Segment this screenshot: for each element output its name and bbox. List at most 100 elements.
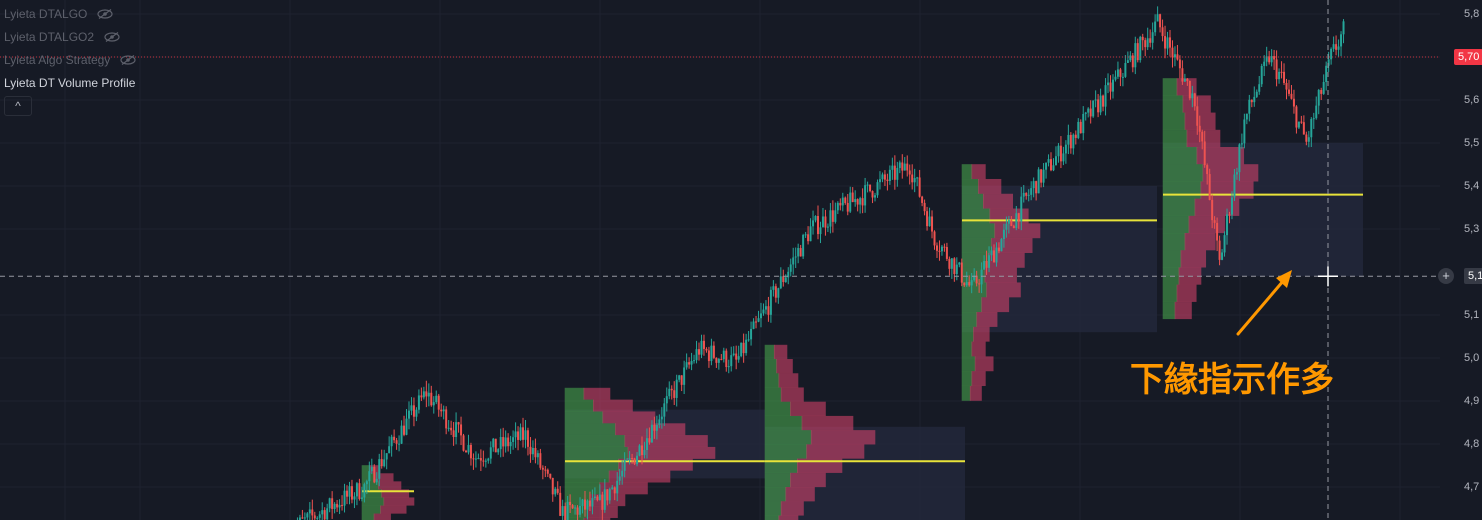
profile-bar-up bbox=[361, 505, 381, 514]
eye-off-icon[interactable] bbox=[104, 31, 120, 42]
profile-bar-up bbox=[564, 446, 629, 459]
candle-body bbox=[522, 427, 525, 440]
candle-body bbox=[948, 258, 951, 269]
candle-body bbox=[460, 424, 463, 436]
candle-body bbox=[598, 494, 601, 501]
candle-body bbox=[893, 165, 896, 180]
candle-body bbox=[799, 248, 802, 257]
candle-body bbox=[859, 198, 862, 205]
profile-bar-up bbox=[564, 399, 594, 412]
candle-body bbox=[581, 499, 584, 507]
candle-body bbox=[1230, 197, 1233, 215]
candle-body bbox=[841, 197, 844, 206]
candle-body bbox=[1022, 192, 1025, 197]
candle-body bbox=[1171, 47, 1174, 58]
candle-body bbox=[1255, 91, 1258, 97]
y-tick-label: 5,5 bbox=[1464, 137, 1480, 149]
candle-body bbox=[440, 409, 443, 412]
candle-body bbox=[328, 498, 331, 509]
candle-body bbox=[1131, 55, 1134, 68]
candle-body bbox=[477, 458, 480, 460]
candle-body bbox=[1114, 76, 1117, 80]
candle-body bbox=[1059, 145, 1062, 162]
candle-body bbox=[353, 496, 356, 500]
candle-body bbox=[534, 447, 537, 458]
candle-body bbox=[1340, 34, 1343, 47]
y-tick-label: 4,9 bbox=[1464, 395, 1480, 407]
candle-body bbox=[851, 192, 854, 203]
candle-body bbox=[1144, 40, 1147, 48]
profile-bar-down bbox=[1184, 233, 1216, 251]
legend-item-volume-profile[interactable]: Lyieta DT Volume Profile bbox=[4, 71, 136, 94]
candle-body bbox=[1260, 65, 1263, 85]
candle-body bbox=[1134, 43, 1137, 68]
candle-body bbox=[997, 247, 1000, 252]
profile-bar-down bbox=[994, 223, 1041, 239]
candle-body bbox=[603, 489, 606, 510]
candle-body bbox=[883, 174, 886, 180]
candle-body bbox=[514, 431, 517, 438]
candle-body bbox=[824, 216, 827, 228]
candle-body bbox=[821, 216, 824, 228]
candle-body bbox=[1317, 90, 1320, 106]
candle-body bbox=[836, 202, 839, 211]
candle-body bbox=[1109, 82, 1112, 92]
plot-area[interactable]: Lyieta DTALGO Lyieta DTALGO2 Lyieta Algo… bbox=[0, 0, 1440, 520]
collapse-legend-button[interactable]: ^ bbox=[4, 96, 32, 116]
profile-bar-up bbox=[564, 423, 616, 436]
candle-body bbox=[923, 202, 926, 212]
candle-body bbox=[316, 517, 319, 519]
profile-bar-down bbox=[383, 497, 415, 506]
eye-off-icon[interactable] bbox=[97, 8, 113, 19]
candle-body bbox=[551, 477, 554, 495]
profile-bar-up bbox=[961, 282, 987, 298]
candle-body bbox=[700, 340, 703, 355]
candle-body bbox=[1077, 121, 1080, 138]
candle-body bbox=[807, 234, 810, 242]
candle-body bbox=[517, 431, 520, 440]
profile-bar-up bbox=[1162, 129, 1188, 148]
candle-body bbox=[846, 202, 849, 212]
candle-body bbox=[911, 174, 914, 183]
candle-body bbox=[1042, 169, 1045, 183]
eye-off-icon[interactable] bbox=[120, 54, 136, 65]
chart-canvas[interactable] bbox=[0, 0, 1440, 520]
profile-bar-down bbox=[1196, 147, 1245, 165]
legend-item-dtalgo[interactable]: Lyieta DTALGO bbox=[4, 2, 136, 25]
candle-body bbox=[358, 483, 361, 499]
candle-body bbox=[866, 184, 869, 186]
candle-body bbox=[1193, 93, 1196, 107]
candle-body bbox=[856, 199, 859, 205]
price-axis[interactable]: 5,85,75,65,55,45,35,15,04,94,84,75,70+5,… bbox=[1438, 0, 1482, 520]
candle-body bbox=[698, 349, 701, 355]
profile-bar-down bbox=[801, 415, 854, 431]
candle-body bbox=[814, 216, 817, 221]
candle-body bbox=[648, 438, 651, 443]
candle-body bbox=[1012, 225, 1015, 229]
candle-body bbox=[849, 192, 852, 212]
candle-body bbox=[675, 379, 678, 398]
candle-body bbox=[931, 216, 934, 232]
candle-body bbox=[797, 248, 800, 257]
candle-body bbox=[707, 350, 710, 362]
plus-circle-icon[interactable]: + bbox=[1438, 268, 1454, 285]
candle-body bbox=[705, 348, 708, 351]
candle-body bbox=[854, 199, 857, 203]
profile-bar-down bbox=[778, 515, 799, 520]
overlay bbox=[0, 0, 1440, 520]
candle-body bbox=[1107, 82, 1110, 86]
candle-body bbox=[1116, 69, 1119, 77]
candle-body bbox=[1176, 54, 1179, 60]
profile-bar-down bbox=[593, 399, 633, 412]
y-tick-label: 5,8 bbox=[1464, 8, 1480, 20]
profile-bar-up bbox=[961, 312, 978, 327]
candle-body bbox=[963, 282, 966, 286]
profile-bar-down bbox=[978, 178, 1002, 194]
profile-bar-down bbox=[373, 513, 391, 520]
candle-body bbox=[574, 507, 577, 509]
candle-body bbox=[1032, 181, 1035, 189]
legend-item-dtalgo2[interactable]: Lyieta DTALGO2 bbox=[4, 25, 136, 48]
legend-item-algo-strategy[interactable]: Lyieta Algo Strategy bbox=[4, 48, 136, 71]
candle-body bbox=[933, 231, 936, 246]
candle-body bbox=[341, 504, 344, 506]
